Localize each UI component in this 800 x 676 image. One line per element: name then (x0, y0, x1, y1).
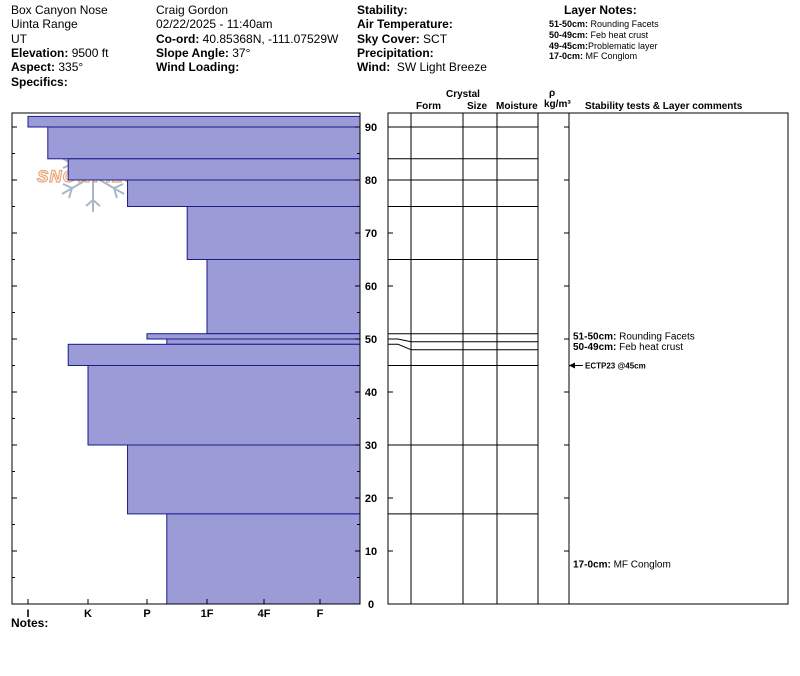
moisture-header: Moisture (496, 101, 538, 112)
wind-label: Wind: (357, 60, 391, 74)
notes-label: Notes: (11, 616, 49, 630)
sky-row: Sky Cover: SCT (357, 32, 447, 46)
hardness-bar (166, 513, 361, 605)
depth-tick-label: 0 (368, 599, 374, 611)
elevation-value: 9500 ft (71, 46, 109, 60)
hardness-tick-label: P (143, 608, 150, 620)
hardness-bar (67, 343, 361, 366)
hardness-bar (206, 259, 361, 335)
depth-tick-label: 70 (365, 228, 377, 240)
aspect-label: Aspect: (11, 60, 56, 74)
hardness-tick-label: I (26, 608, 29, 620)
depth-tick-label: 60 (365, 281, 377, 293)
stability-label: Stability: (357, 3, 408, 17)
depth-tick-label: 10 (365, 546, 377, 558)
size-header: Size (467, 101, 488, 112)
layer-connector (388, 338, 412, 343)
coord-row: Co-ord: 40.85368N, -111.07529W (156, 32, 338, 46)
sky-value: SCT (423, 32, 448, 46)
hardness-tick-label: F (317, 608, 324, 620)
slope-label: Slope Angle: (156, 46, 229, 60)
layer-note-item: 50-49cm: Feb heat crust (549, 30, 649, 40)
stability-test-label: ECTP23 @45cm (585, 362, 646, 371)
layer-comment: 51-50cm: Rounding Facets (573, 331, 695, 342)
depth-tick-label: 40 (365, 387, 377, 399)
coord-label: Co-ord: (156, 32, 200, 46)
wind-row: Wind: SW Light Breeze (357, 60, 487, 74)
sky-label: Sky Cover: (357, 32, 420, 46)
hardness-bar (87, 365, 361, 446)
layer-connector (388, 343, 412, 351)
wind-loading-label: Wind Loading: (156, 60, 240, 74)
depth-tick-label: 20 (365, 493, 377, 505)
crystal-header: Crystal (446, 89, 480, 100)
arrow-head-icon (569, 362, 575, 369)
hardness-bar (47, 126, 361, 160)
comments-header: Stability tests & Layer comments (585, 101, 743, 112)
depth-tick-label: 50 (365, 334, 377, 346)
layer-comment: 50-49cm: Feb heat crust (573, 342, 683, 353)
hardness-bar (127, 444, 361, 515)
wind-value: SW Light Breeze (396, 60, 487, 74)
layer-notes-title: Layer Notes: (564, 3, 637, 17)
chart-frame (11, 112, 361, 605)
hardness-bar (27, 115, 361, 128)
air-temp-label: Air Temperature: (357, 17, 453, 31)
hardness-bar (127, 179, 361, 207)
layer-note-item: 49-45cm:Problematic layer (549, 41, 658, 51)
hardness-tick-label: K (84, 608, 92, 620)
layer-note-item: 51-50cm: Rounding Facets (549, 19, 659, 29)
slope-row: Slope Angle: 37° (156, 46, 250, 60)
depth-tick-label: 30 (365, 440, 377, 452)
layer-note-item: 17-0cm: MF Conglom (549, 51, 638, 61)
depth-tick-label: 80 (365, 175, 377, 187)
aspect-value: 335° (58, 60, 84, 74)
precip-label: Precipitation: (357, 46, 434, 60)
layer-table-frame (387, 112, 789, 605)
state-name: UT (11, 32, 27, 46)
elevation-label: Elevation: (11, 46, 69, 60)
form-header: Form (416, 101, 441, 112)
hardness-tick-label: 1F (201, 608, 214, 620)
depth-tick-label: 90 (365, 122, 377, 134)
slope-value: 37° (232, 46, 251, 60)
specifics-label: Specifics: (11, 75, 68, 89)
hardness-bar (166, 338, 361, 345)
observation-datetime: 02/22/2025 - 11:40am (156, 17, 273, 31)
rho-header: ρ (549, 88, 556, 99)
observer-name: Craig Gordon (156, 3, 229, 17)
elevation-row: Elevation: 9500 ft (11, 46, 108, 60)
hardness-bar (186, 206, 361, 260)
coord-value: 40.85368N, -111.07529W (202, 32, 339, 46)
location-name: Box Canyon Nose (11, 3, 108, 17)
hardness-tick-label: 4F (258, 608, 271, 620)
hardness-bar (146, 333, 361, 340)
range-name: Uinta Range (11, 17, 78, 31)
layer-comment: 17-0cm: MF Conglom (573, 559, 671, 570)
aspect-row: Aspect: 335° (11, 60, 83, 74)
density-unit-header: kg/m³ (544, 99, 571, 110)
hardness-bar (67, 158, 361, 181)
